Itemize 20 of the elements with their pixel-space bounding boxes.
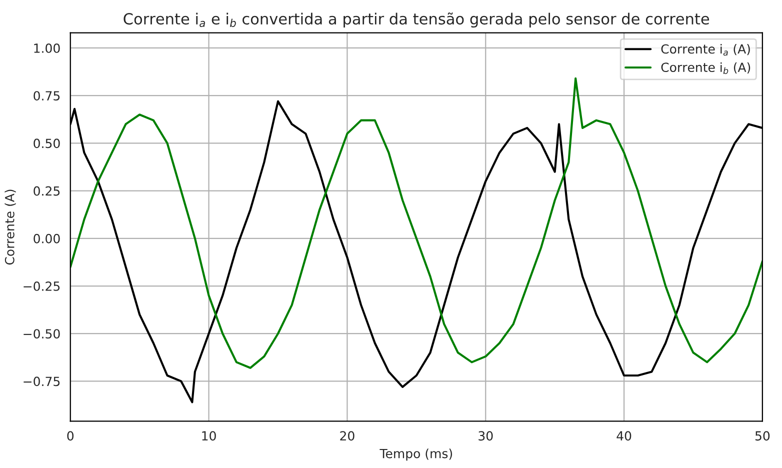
y-tick-label: 0.50: [34, 138, 60, 148]
y-tick-label: −0.25: [24, 281, 60, 291]
x-axis-title: Tempo (ms): [380, 448, 452, 461]
x-tick-label: 10: [202, 431, 216, 441]
x-tick-label: 0: [67, 431, 74, 441]
y-axis-title: Corrente (A): [4, 190, 16, 265]
y-tick-label: 0.00: [34, 234, 60, 244]
x-tick-label: 20: [340, 431, 354, 441]
y-tick-label: 0.25: [34, 186, 60, 196]
x-tick-label: 30: [478, 431, 493, 441]
x-tick-label: 40: [616, 431, 632, 441]
chart-title: Corrente i$_{a}$ e i$_{b}$ convertida a partir da tensão gerada pelo sensor de corrente: [124, 12, 710, 28]
legend-label: Corrente i$_{b}$ (A): [661, 62, 750, 74]
x-tick-label: 50: [755, 431, 770, 441]
y-tick-label: −0.75: [24, 376, 60, 386]
legend-label: Corrente i$_{a}$ (A): [661, 44, 750, 56]
line-series: [70, 77, 762, 369]
y-tick-label: −0.50: [24, 329, 60, 339]
y-tick-label: 0.75: [34, 91, 60, 101]
y-tick-label: 1.00: [34, 43, 60, 53]
